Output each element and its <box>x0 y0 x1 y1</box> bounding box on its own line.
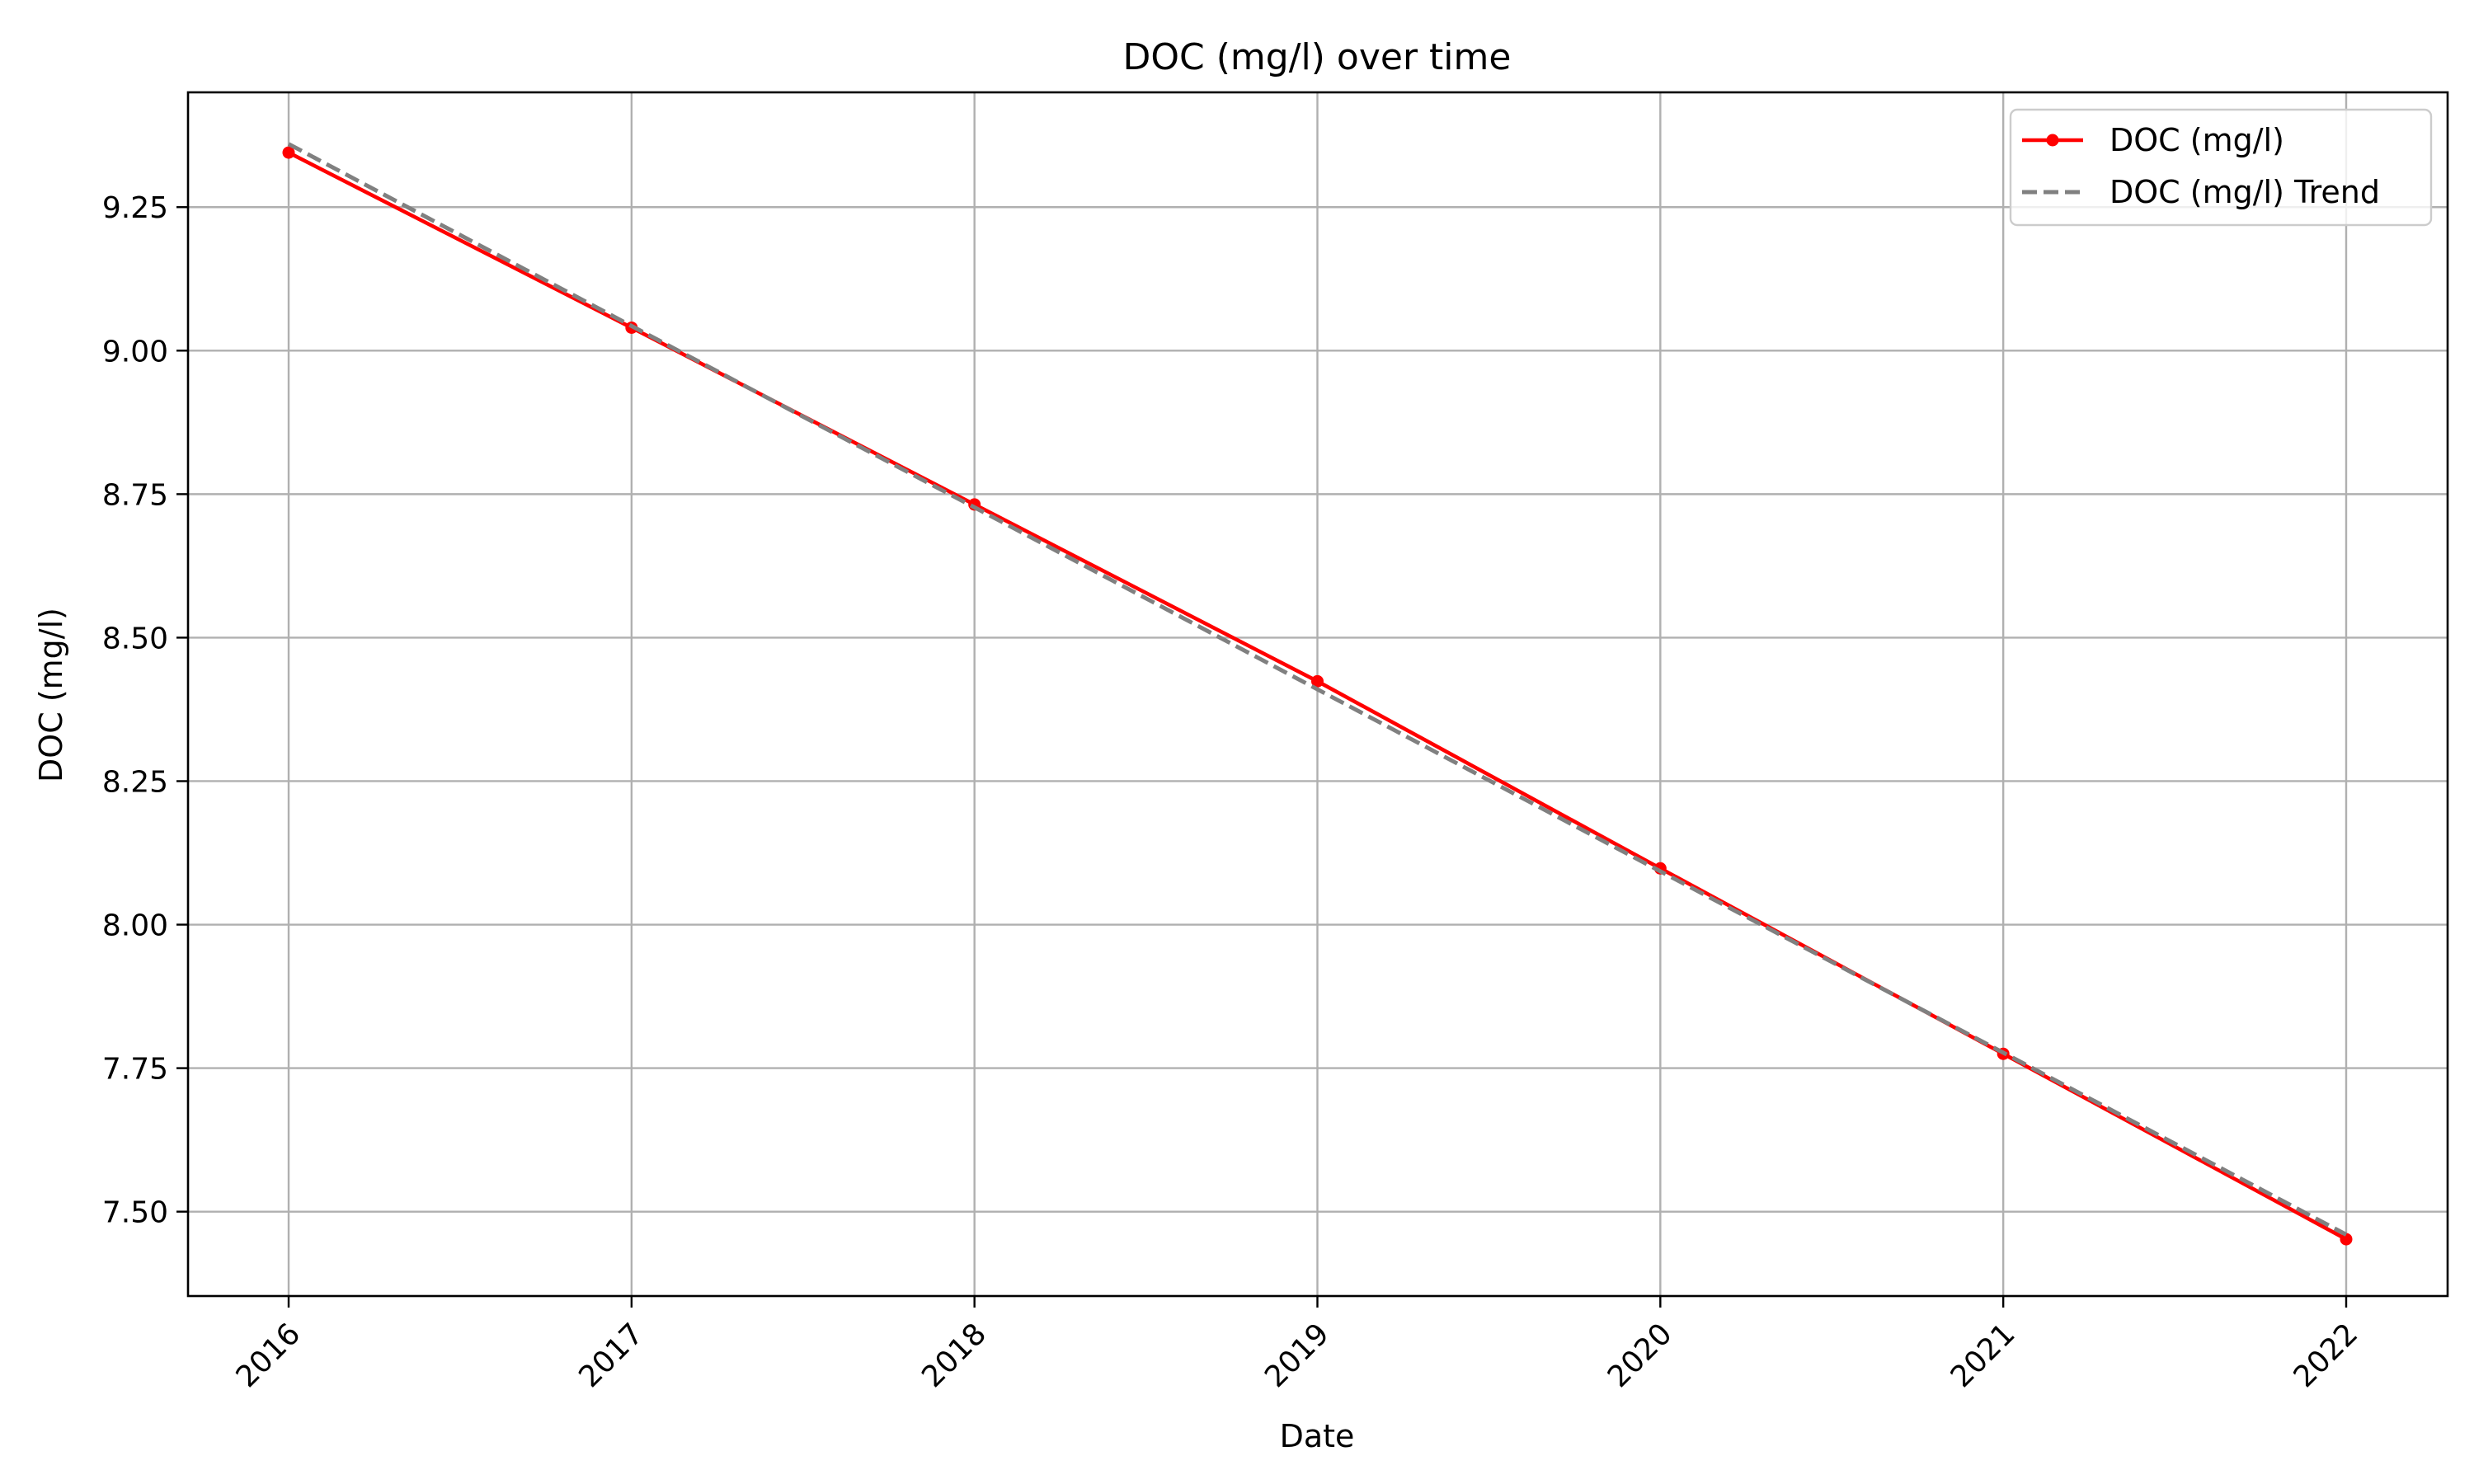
data-point <box>2340 1233 2353 1246</box>
y-tick-label: 8.50 <box>102 622 168 655</box>
legend-label: DOC (mg/l) <box>2109 122 2284 158</box>
y-tick-label: 8.00 <box>102 909 168 943</box>
y-tick-label: 7.50 <box>102 1196 168 1230</box>
x-axis-label: Date <box>1280 1418 1355 1454</box>
y-tick-label: 8.25 <box>102 765 168 799</box>
legend-marker <box>2046 134 2059 147</box>
chart-title: DOC (mg/l) over time <box>1123 36 1512 78</box>
grid-lines <box>188 92 2448 1296</box>
y-tick-label: 9.00 <box>102 335 168 369</box>
legend: DOC (mg/l) DOC (mg/l) Trend <box>2009 108 2433 227</box>
y-tick-label: 8.75 <box>102 478 168 512</box>
legend-box <box>2009 108 2433 227</box>
trend-line <box>287 142 2348 1237</box>
data-point <box>282 146 295 159</box>
y-tick-label: 9.25 <box>102 191 168 225</box>
y-tick-label: 7.75 <box>102 1053 168 1087</box>
legend-label: DOC (mg/l) Trend <box>2109 174 2380 210</box>
series-layer <box>282 142 2353 1246</box>
y-axis-label: DOC (mg/l) <box>33 608 69 782</box>
data-point <box>1311 674 1324 688</box>
